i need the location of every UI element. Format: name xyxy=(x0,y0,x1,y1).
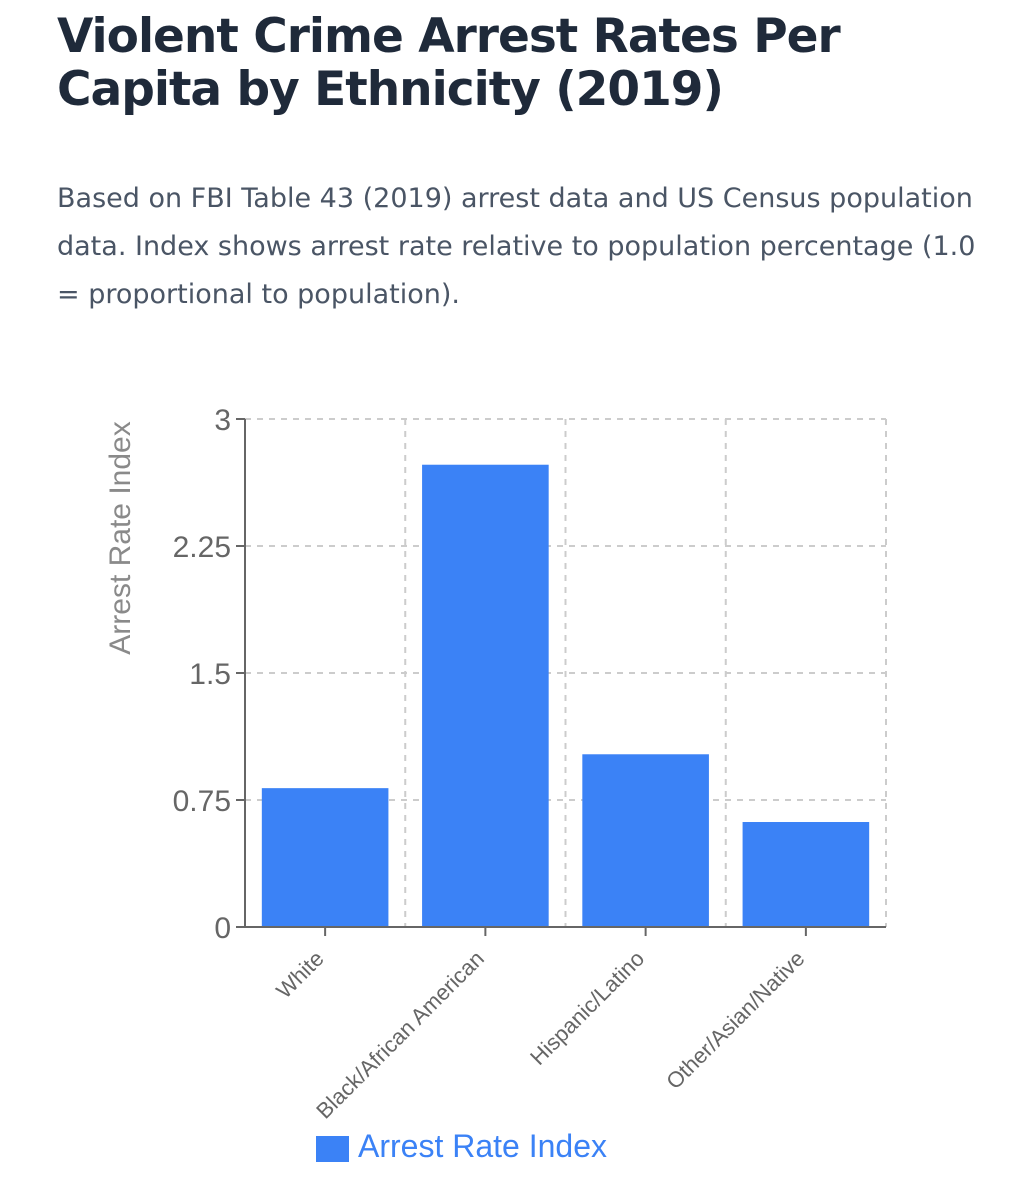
legend-swatch xyxy=(316,1136,349,1162)
y-axis-title: Arrest Rate Index xyxy=(104,421,137,654)
x-category-label: Other/Asian/Native xyxy=(661,946,809,1094)
bar-other-asian-native[interactable] xyxy=(742,822,870,927)
y-tick-labels: 0 0.75 1.5 2.25 3 xyxy=(173,404,231,945)
x-category-label: Black/African American xyxy=(311,946,489,1124)
chart-subtitle: Based on FBI Table 43 (2019) arrest data… xyxy=(57,183,976,310)
y-tick-label: 0 xyxy=(214,912,231,945)
bar-white[interactable] xyxy=(261,788,389,927)
y-tick-label: 1.5 xyxy=(189,658,231,691)
y-tick-label: 3 xyxy=(214,404,231,437)
axes xyxy=(236,418,886,936)
legend[interactable]: Arrest Rate Index xyxy=(316,1128,607,1164)
x-category-label: Hispanic/Latino xyxy=(525,946,649,1070)
y-tick-label: 2.25 xyxy=(173,531,231,564)
bar-hispanic-latino[interactable] xyxy=(582,754,709,927)
y-tick-label: 0.75 xyxy=(173,785,231,818)
grid-lines xyxy=(245,418,887,927)
legend-label: Arrest Rate Index xyxy=(358,1128,607,1164)
chart-title: Violent Crime Arrest Rates Per Capita by… xyxy=(57,9,841,117)
x-category-label: White xyxy=(271,946,328,1003)
bar-black-african-american[interactable] xyxy=(422,464,549,927)
bars xyxy=(261,464,870,927)
